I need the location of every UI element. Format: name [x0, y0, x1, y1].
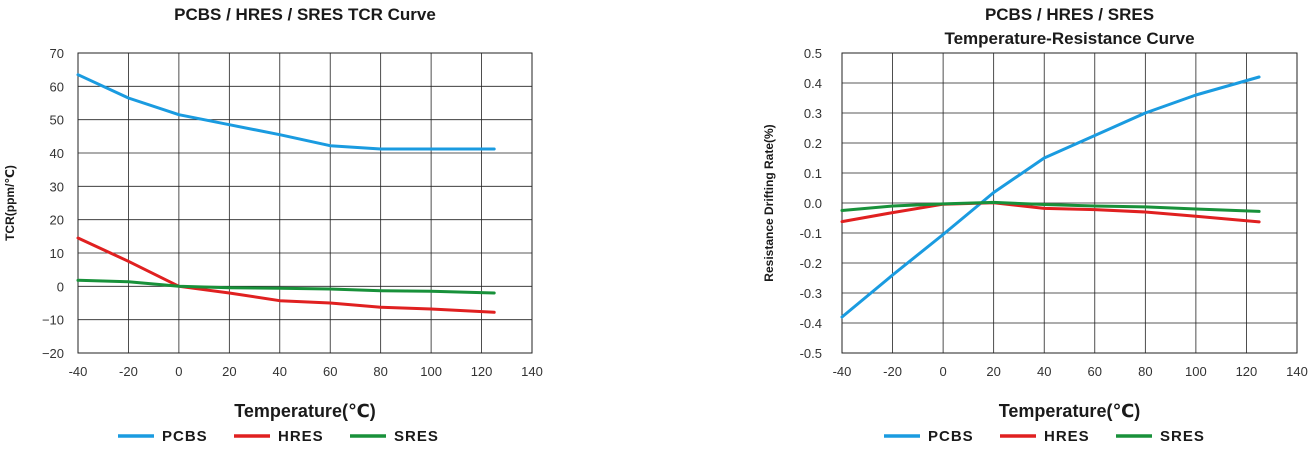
x-tick-label: 40 [273, 364, 287, 379]
y-axis-title: TCR(ppm/℃) [3, 165, 17, 241]
x-tick-label: 0 [939, 364, 946, 379]
series-line-sres [76, 278, 496, 295]
y-tick-label: 50 [50, 113, 64, 128]
y-tick-label: 0.2 [804, 136, 822, 151]
plot-frame [841, 52, 1298, 354]
x-tick-label: 80 [373, 364, 387, 379]
x-tick-label: 100 [420, 364, 442, 379]
y-tick-label: -0.3 [800, 286, 822, 301]
y-tick-label: 0 [57, 279, 64, 294]
y-tick-label: -0.5 [800, 346, 822, 361]
legend-label-sres: SRES [394, 428, 439, 445]
chart-title: PCBS / HRES / SRES [985, 5, 1154, 24]
y-tick-label: 20 [50, 213, 64, 228]
chart-title: Temperature-Resistance Curve [944, 29, 1194, 48]
x-tick-label: 60 [323, 364, 337, 379]
x-tick-label: 0 [175, 364, 182, 379]
legend-label-pcbs: PCBS [162, 428, 208, 445]
series-line-hres [840, 201, 1261, 224]
y-tick-label: -0.1 [800, 226, 822, 241]
legend: PCBS HRES SRES [118, 428, 439, 445]
y-tick-label: −10 [42, 313, 64, 328]
legend-label-pcbs: PCBS [928, 428, 974, 445]
y-tick-label: −20 [42, 346, 64, 361]
tcr-chart: PCBS / HRES / SRES TCR Curve 70 60 50 40 30 20… [3, 5, 543, 445]
series-line-pcbs [76, 73, 496, 151]
y-tick-label: 0.5 [804, 46, 822, 61]
x-axis-title: Temperature(℃) [234, 401, 376, 421]
y-tick-label: 40 [50, 146, 64, 161]
x-tick-label: 60 [1088, 364, 1102, 379]
x-tick-label: -20 [883, 364, 902, 379]
y-tick-label: 10 [50, 246, 64, 261]
x-tick-label: 120 [471, 364, 493, 379]
x-tick-label: -40 [69, 364, 88, 379]
y-tick-label: 0.4 [804, 76, 822, 91]
x-tick-label: 120 [1236, 364, 1258, 379]
chart-title: PCBS / HRES / SRES TCR Curve [174, 5, 436, 24]
y-tick-label: 60 [50, 79, 64, 94]
legend-label-hres: HRES [1044, 428, 1090, 445]
series-line-pcbs [840, 75, 1261, 319]
y-tick-label: 30 [50, 179, 64, 194]
y-tick-label: 70 [50, 46, 64, 61]
series-line-sres [840, 200, 1261, 213]
x-tick-label: 20 [222, 364, 236, 379]
x-tick-label: 80 [1138, 364, 1152, 379]
x-tick-label: 140 [1286, 364, 1308, 379]
x-tick-label: 40 [1037, 364, 1051, 379]
y-tick-label: 0.3 [804, 106, 822, 121]
grid [77, 52, 533, 354]
x-tick-label: -20 [119, 364, 138, 379]
y-tick-label: -0.2 [800, 256, 822, 271]
legend-label-hres: HRES [278, 428, 324, 445]
x-tick-label: 140 [521, 364, 543, 379]
x-tick-label: 20 [986, 364, 1000, 379]
y-tick-label: 0.0 [804, 196, 822, 211]
x-tick-label: -40 [833, 364, 852, 379]
temperature-resistance-chart: PCBS / HRES / SRES Temperature-Resistance… [762, 5, 1308, 445]
x-axis-title: Temperature(℃) [999, 401, 1141, 421]
y-tick-label: -0.4 [800, 316, 822, 331]
y-axis-title: Resistance Drifting Rate(%) [762, 124, 776, 281]
x-tick-label: 100 [1185, 364, 1207, 379]
legend-label-sres: SRES [1160, 428, 1205, 445]
series-line-hres [76, 236, 496, 314]
plot-frame [77, 52, 533, 354]
y-tick-label: 0.1 [804, 166, 822, 181]
grid [841, 52, 1298, 354]
legend: PCBS HRES SRES [884, 428, 1205, 445]
